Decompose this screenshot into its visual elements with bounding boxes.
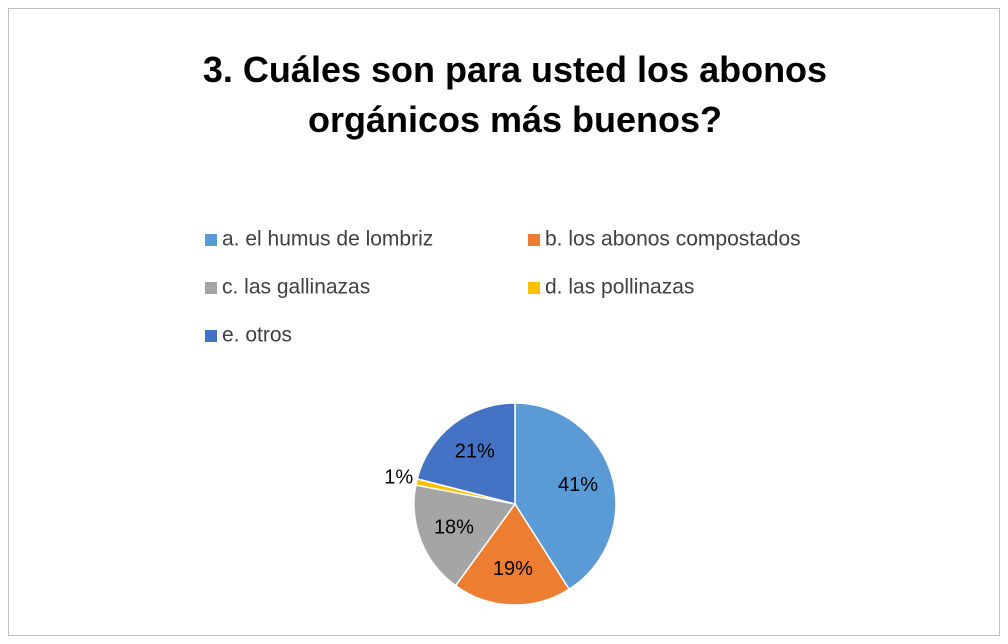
pie-slice: [454, 502, 571, 606]
pie-slice: [416, 402, 516, 505]
legend-label: e. otros: [222, 324, 292, 347]
pie-slice: [413, 484, 517, 587]
legend-swatch: [205, 282, 217, 294]
legend-label: a. el humus de lombriz: [222, 228, 433, 251]
data-label: 41%: [558, 474, 598, 496]
data-label: 19%: [493, 558, 533, 580]
legend-swatch: [205, 234, 217, 246]
data-label: 1%: [384, 466, 413, 488]
legend-swatch: [528, 282, 540, 294]
data-label: 18%: [434, 516, 474, 538]
legend-label: c. las gallinazas: [222, 276, 370, 299]
legend-label: d. las pollinazas: [545, 276, 694, 299]
legend-label: b. los abonos compostados: [545, 228, 801, 251]
chart-title: 3. Cuáles son para usted los abonos orgán…: [203, 49, 827, 140]
legend-swatch: [205, 330, 217, 342]
data-label: 21%: [455, 440, 495, 462]
legend-swatch: [528, 234, 540, 246]
